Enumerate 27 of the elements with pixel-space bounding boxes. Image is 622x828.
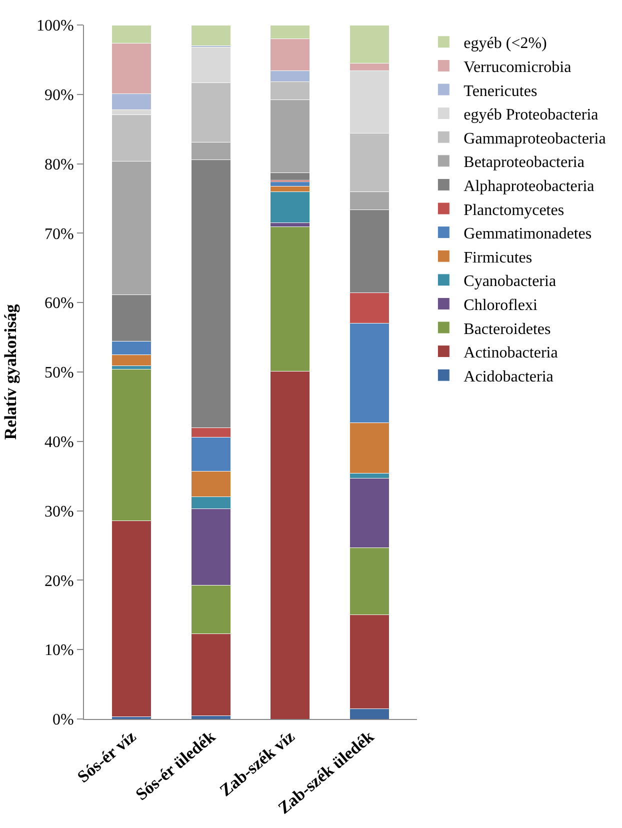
- y-tick-label: 70%: [44, 226, 74, 243]
- legend-label: Planctomycetes: [464, 202, 564, 219]
- y-tick-label: 0%: [52, 712, 74, 729]
- y-axis-title: Relatív gyakoriság: [1, 304, 20, 440]
- y-tick-label: 50%: [44, 364, 74, 382]
- legend-label: Verrucomicrobia: [464, 58, 572, 76]
- y-tick-label: 20%: [44, 572, 74, 590]
- legend-label: Acidobacteria: [464, 368, 554, 386]
- y-tick-label: 30%: [44, 503, 74, 520]
- legend-label: Actinobacteria: [464, 344, 558, 362]
- y-tick-label: 100%: [36, 18, 74, 35]
- legend-label: Cyanobacteria: [464, 273, 556, 290]
- legend-label: egyéb Proteobacteria: [464, 106, 598, 124]
- legend-label: Gemmatimonadetes: [464, 226, 592, 243]
- legend-label: Gammaproteobacteria: [464, 130, 606, 148]
- y-tick-label: 60%: [44, 295, 74, 312]
- legend-label: Alphaproteobacteria: [464, 178, 594, 195]
- legend-label: egyéb (<2%): [464, 35, 547, 52]
- legend-label: Bacteroidetes: [464, 320, 551, 338]
- legend-label: Firmicutes: [464, 249, 532, 266]
- y-tick-label: 80%: [44, 156, 74, 174]
- legend-label: Chloroflexi: [464, 296, 538, 314]
- y-tick-label: 10%: [44, 642, 74, 660]
- legend-label: Tenericutes: [464, 82, 538, 100]
- y-tick-label: 90%: [44, 87, 74, 104]
- y-tick-label: 40%: [44, 434, 74, 451]
- legend-label: Betaproteobacteria: [464, 154, 584, 172]
